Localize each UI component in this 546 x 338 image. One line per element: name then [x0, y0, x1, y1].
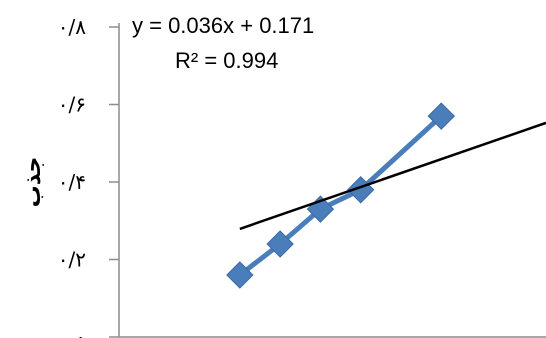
y-tick-label-1: ۰/۲ — [58, 248, 86, 272]
data-point-4 — [427, 102, 455, 130]
data-point-0 — [226, 261, 254, 289]
r-squared-label: R² = 0.994 — [175, 48, 278, 73]
trendline-group — [239, 121, 546, 231]
y-tick-label-2: ۰/۴ — [58, 170, 86, 194]
trendline — [239, 121, 546, 231]
y-tick-label-0: ۰ — [75, 325, 86, 338]
trendline-equation: y = 0.036x + 0.171 — [132, 13, 314, 38]
labels: جذب y = 0.036x + 0.171 R² = 0.994 — [21, 13, 314, 207]
data-point-3 — [346, 176, 375, 204]
y-tick-label-4: ۰/۸ — [58, 15, 86, 39]
y-axis-label: جذب — [21, 157, 46, 208]
data-point-1 — [266, 230, 294, 258]
axes: ۰ ۰/۲ ۰/۴ ۰/۶ ۰/۸ — [58, 15, 546, 338]
series — [226, 102, 455, 289]
y-tick-label-3: ۰/۶ — [58, 93, 86, 117]
series-line-0 — [238, 114, 443, 277]
